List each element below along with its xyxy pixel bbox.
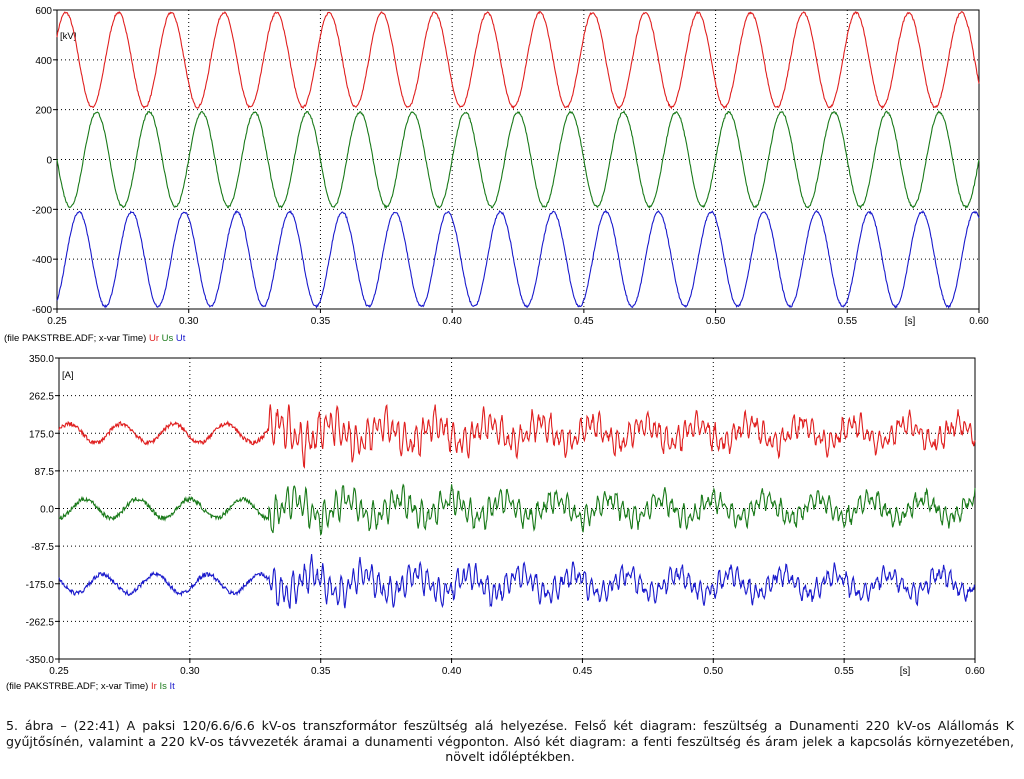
chart2-series-is-line [58,483,976,537]
chart1-legend-item-ut: Ut [176,333,186,344]
chart2-legend-item-ir: Ir [151,681,159,692]
chart1-x-tick-label: 0.30 [179,316,199,327]
chart2-series-it-line [58,553,976,609]
chart2-legend-prefix: (file PAKSTRBE.ADF; x-var Time) [6,681,151,692]
chart1-legend: (file PAKSTRBE.ADF; x-var Time) Ur Us Ut [4,333,186,344]
chart2-y-tick-label: 350.0 [29,354,54,365]
chart1-legend-item-us: Us [162,333,176,344]
chart1-x-tick-label: 0.25 [47,316,67,327]
chart2-y-tick-label: -350.0 [26,655,55,666]
chart2-legend: (file PAKSTRBE.ADF; x-var Time) Ir Is It [6,681,175,692]
chart2-y-tick-label: 87.5 [35,467,55,478]
chart2-y-tick-label: 175.0 [29,429,54,440]
chart1-series-us-line [56,109,980,210]
chart2-x-axis-unit: [s] [900,666,911,677]
chart2-y-tick-label: 262.5 [29,392,54,403]
chart1-y-tick-label: -600 [32,305,52,316]
figure-caption: 5. ábra – (22:41) A paksi 120/6.6/6.6 kV… [6,718,1014,764]
chart2-y-tick-label: -175.0 [26,580,55,591]
chart1-legend-prefix: (file PAKSTRBE.ADF; x-var Time) [4,333,149,344]
chart1-x-tick-label: 0.60 [969,316,989,327]
chart1-y-tick-label: 0 [46,156,52,167]
chart2-x-tick-label: 0.45 [573,666,593,677]
chart2-series-ir-line [58,404,976,469]
chart1-y-tick-label: 600 [35,6,52,17]
chart2-x-tick-label: 0.30 [180,666,200,677]
chart1-x-tick-label: 0.45 [574,316,594,327]
chart2-x-tick-label: 0.60 [965,666,985,677]
chart2-x-tick-label: 0.35 [311,666,331,677]
chart1-x-tick-label: 0.50 [706,316,726,327]
chart1-x-tick-label: 0.40 [442,316,462,327]
chart2-x-tick-label: 0.25 [49,666,69,677]
chart2-x-tick-label: 0.55 [834,666,854,677]
chart1-series-ur-line [56,10,980,110]
chart2-x-tick-label: 0.50 [704,666,724,677]
chart2-x-tick-label: 0.40 [442,666,462,677]
chart1-y-axis-unit: [kV] [60,31,76,42]
chart1-y-tick-label: 200 [35,106,52,117]
chart1-legend-item-ur: Ur [149,333,162,344]
chart2-y-tick-label: -87.5 [31,542,54,553]
chart1-x-tick-label: 0.55 [838,316,858,327]
chart1-y-tick-label: -200 [32,205,52,216]
chart2-y-tick-label: -262.5 [26,617,55,628]
chart2-y-tick-label: 0.0 [40,505,54,516]
chart2-legend-item-it: It [169,681,175,692]
chart1-series-ut-line [56,209,980,309]
chart2-legend-item-is: Is [159,681,169,692]
chart1-y-tick-label: -400 [32,255,52,266]
chart1-x-axis-unit: [s] [905,316,916,327]
chart1-x-tick-label: 0.35 [311,316,331,327]
chart2-y-axis-unit: [A] [62,370,74,381]
chart1-y-tick-label: 400 [35,56,52,67]
